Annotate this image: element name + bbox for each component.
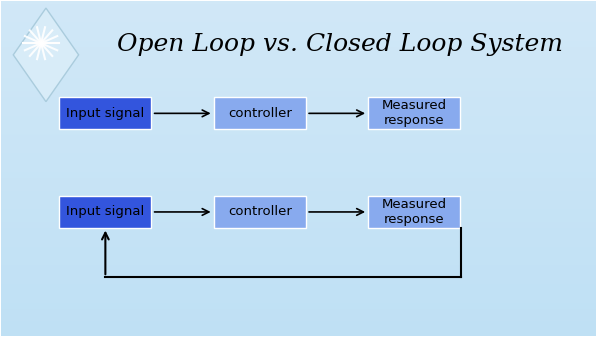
Text: Open Loop vs. Closed Loop System: Open Loop vs. Closed Loop System (117, 33, 563, 56)
FancyBboxPatch shape (59, 196, 151, 228)
FancyBboxPatch shape (214, 97, 306, 129)
Text: Measured
response: Measured response (382, 198, 447, 226)
FancyBboxPatch shape (368, 196, 461, 228)
Text: Input signal: Input signal (66, 206, 145, 218)
Text: Input signal: Input signal (66, 107, 145, 120)
FancyBboxPatch shape (59, 97, 151, 129)
Text: Measured
response: Measured response (382, 99, 447, 127)
FancyBboxPatch shape (368, 97, 461, 129)
Text: controller: controller (228, 206, 292, 218)
FancyBboxPatch shape (214, 196, 306, 228)
Text: controller: controller (228, 107, 292, 120)
Polygon shape (14, 8, 79, 102)
